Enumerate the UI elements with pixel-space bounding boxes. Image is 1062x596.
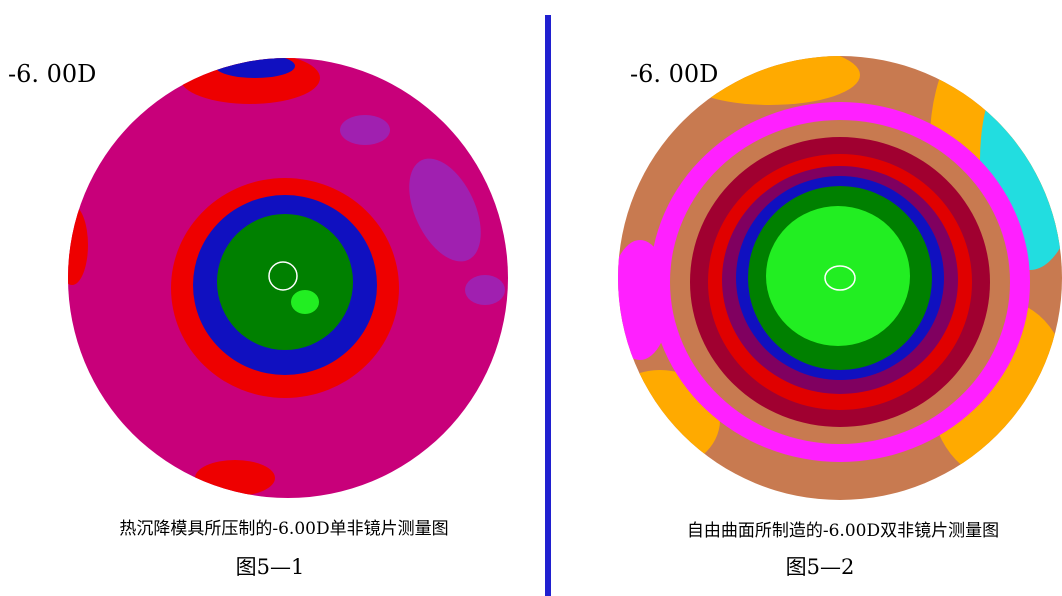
figure-number: 图5—2 — [786, 555, 855, 579]
panel-label: -6. 00D — [8, 60, 96, 88]
figure-number: 图5—1 — [236, 555, 305, 579]
divider — [545, 15, 551, 596]
power-map-left — [56, 50, 520, 510]
caption: 热沉降模具所压制的-6.00D单非镜片测量图 — [119, 519, 448, 539]
caption: 自由曲面所制造的-6.00D双非镜片测量图 — [687, 521, 999, 541]
figure: -6. 00D -6. 00D 热沉降模具所压制的-6.00D单非镜片测量图 自… — [0, 0, 1062, 596]
panel-label: -6. 00D — [630, 60, 718, 88]
